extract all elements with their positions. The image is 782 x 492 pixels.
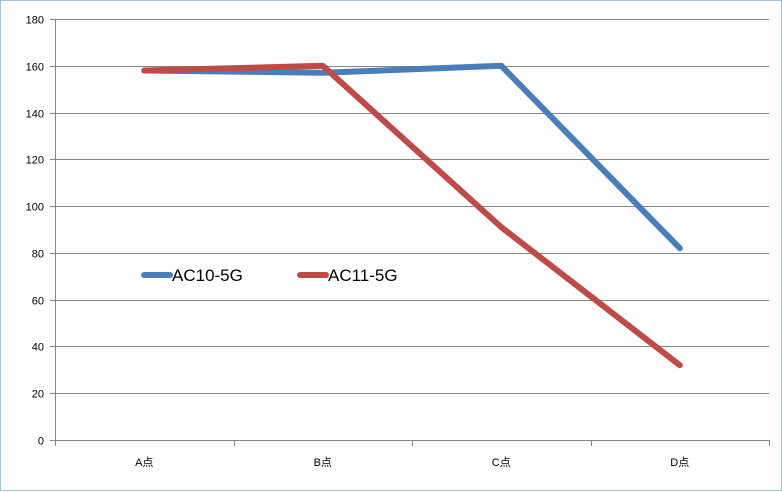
y-tick-label: 20 [32, 389, 44, 401]
x-tick-labels: A点 B点 C点 D点 [135, 456, 689, 469]
legend-label: AC10-5G [172, 266, 243, 285]
x-tick-label: C点 [492, 456, 511, 469]
y-tick-label: 160 [26, 62, 44, 74]
y-tick-label: 100 [26, 202, 44, 214]
series-line-ac11-5g [144, 66, 680, 365]
y-tick-label: 140 [26, 109, 44, 121]
x-tick-label: A点 [135, 456, 153, 469]
y-tick-label: 60 [32, 296, 44, 308]
y-tick-labels: 0 20 40 60 80 100 120 140 160 180 [26, 15, 44, 448]
series-lines [144, 66, 680, 366]
legend: AC10-5G AC11-5G [144, 266, 398, 285]
series-line-ac10-5g [144, 66, 680, 248]
x-tick-label: B点 [314, 456, 332, 469]
y-tick-label: 80 [32, 249, 44, 261]
y-tick-label: 0 [38, 436, 44, 448]
legend-label: AC11-5G [328, 266, 398, 285]
x-tick-label: D点 [670, 456, 689, 469]
y-tick-label: 120 [26, 155, 44, 167]
y-tick-label: 180 [26, 15, 44, 27]
y-tick-label: 40 [32, 342, 44, 354]
